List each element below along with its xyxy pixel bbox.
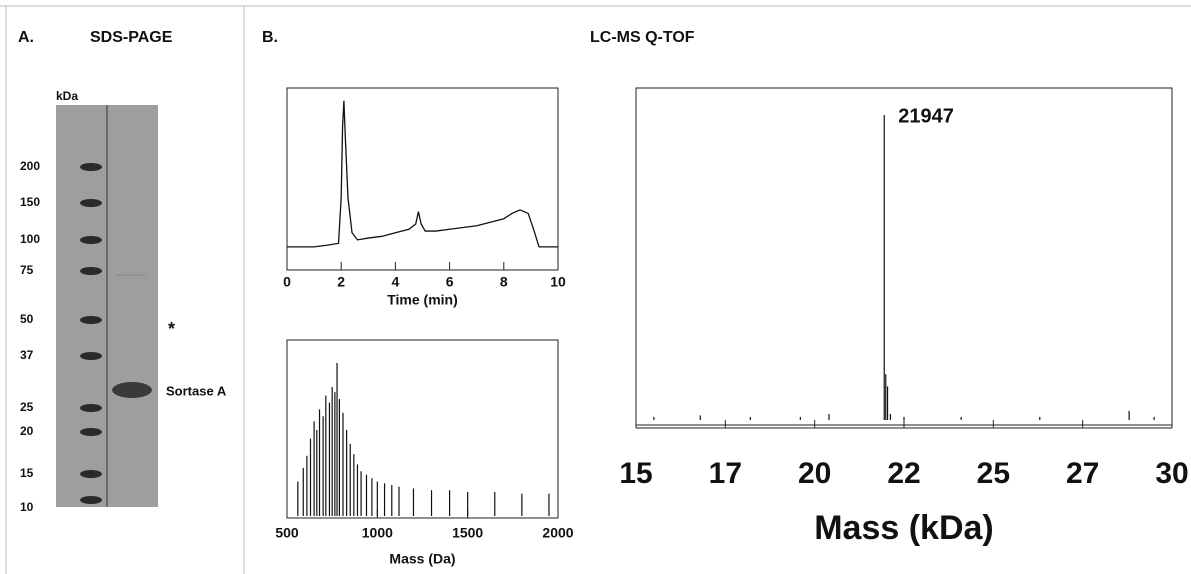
x-tick-label: 1000 — [362, 525, 393, 541]
x-tick-label: 15 — [619, 457, 652, 490]
plot-frame — [286, 339, 559, 519]
x-tick-label: 17 — [709, 457, 742, 490]
peak-label: 21947 — [898, 105, 954, 127]
x-axis-label: Time (min) — [387, 292, 458, 308]
marker-label: 150 — [20, 195, 40, 209]
ladder-band — [80, 163, 102, 171]
x-tick-label: 1500 — [452, 525, 483, 541]
panel-label: A. — [18, 29, 34, 46]
ladder-band — [80, 404, 102, 412]
ladder-band — [80, 352, 102, 360]
unit-label: kDa — [56, 89, 78, 103]
marker-label: 15 — [20, 466, 34, 480]
marker-label: 10 — [20, 500, 34, 514]
panel-title: LC-MS Q-TOF — [590, 29, 695, 46]
panel-label: B. — [262, 29, 278, 46]
x-axis-label: Mass (Da) — [389, 551, 455, 567]
x-tick-label: 2 — [337, 274, 345, 290]
ladder-band — [80, 470, 102, 478]
x-tick-label: 4 — [392, 274, 400, 290]
x-tick-label: 2000 — [542, 525, 573, 541]
x-tick-label: 25 — [977, 457, 1010, 490]
plot-frame — [635, 87, 1173, 426]
ladder-band — [80, 267, 102, 275]
ladder-band — [80, 428, 102, 436]
x-tick-label: 20 — [798, 457, 831, 490]
marker-label: 200 — [20, 159, 40, 173]
x-tick-label: 8 — [500, 274, 508, 290]
marker-label: 37 — [20, 348, 34, 362]
band-label: Sortase A — [166, 383, 227, 398]
x-tick-label: 6 — [446, 274, 454, 290]
marker-label: 25 — [20, 400, 34, 414]
ladder-band — [80, 199, 102, 207]
ladder-band — [80, 496, 102, 504]
marker-label: 50 — [20, 312, 34, 326]
panel-title: SDS-PAGE — [90, 29, 173, 46]
marker-label: 100 — [20, 232, 40, 246]
x-axis-label: Mass (kDa) — [814, 509, 994, 547]
x-tick-label: 22 — [887, 457, 920, 490]
plot-frame — [286, 87, 559, 271]
marker-label: 20 — [20, 424, 34, 438]
annotation: * — [168, 319, 175, 339]
ladder-band — [80, 316, 102, 324]
ladder-band — [80, 236, 102, 244]
trace — [287, 100, 558, 248]
band — [112, 382, 152, 398]
x-tick-label: 10 — [550, 274, 566, 290]
marker-label: 75 — [20, 263, 34, 277]
x-tick-label: 27 — [1066, 457, 1099, 490]
x-tick-label: 30 — [1155, 457, 1188, 490]
x-tick-label: 500 — [275, 525, 299, 541]
x-tick-label: 0 — [283, 274, 291, 290]
